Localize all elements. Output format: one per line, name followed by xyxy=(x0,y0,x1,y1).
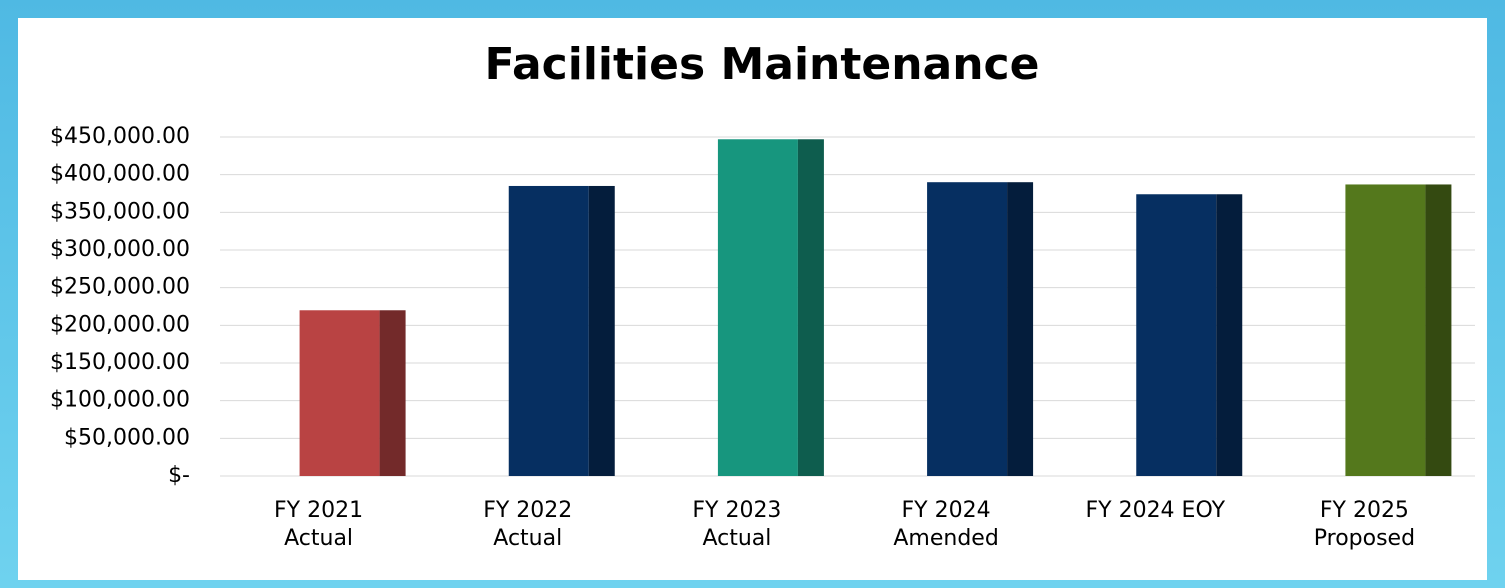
bar-side xyxy=(379,310,406,476)
bar-front xyxy=(927,182,1008,476)
x-tick-label: FY 2023 Actual xyxy=(692,498,782,551)
chart-title: Facilities Maintenance xyxy=(485,39,1040,90)
y-tick-label: $250,000.00 xyxy=(50,275,190,300)
x-tick-label: FY 2024 Amended xyxy=(893,498,999,551)
x-tick-label: FY 2022 Actual xyxy=(483,498,573,551)
x-tick-label: FY 2024 EOY xyxy=(1085,498,1226,523)
y-tick-label: $450,000.00 xyxy=(50,124,190,149)
bar-side xyxy=(1425,184,1452,476)
y-tick-label: $300,000.00 xyxy=(50,237,190,262)
bar xyxy=(508,185,615,476)
y-tick-label: $200,000.00 xyxy=(50,312,190,337)
y-tick-label: $100,000.00 xyxy=(50,388,190,413)
bar-front xyxy=(717,139,798,476)
y-tick-label: $50,000.00 xyxy=(64,425,190,450)
bar-front xyxy=(1136,194,1217,476)
y-tick-label: $350,000.00 xyxy=(50,199,190,224)
bar xyxy=(1136,194,1243,476)
y-tick-label: $400,000.00 xyxy=(50,162,190,187)
y-tick-label: $- xyxy=(168,463,190,488)
bar xyxy=(927,182,1034,476)
bar-side xyxy=(1216,194,1243,476)
bar-side xyxy=(588,185,615,476)
bar-front xyxy=(1345,184,1426,476)
bar-front xyxy=(299,310,380,476)
bar xyxy=(299,310,406,476)
bar-side xyxy=(797,139,824,476)
x-tick-label: FY 2025 Proposed xyxy=(1313,498,1416,551)
bar xyxy=(1345,184,1452,476)
bar xyxy=(717,139,824,476)
bar-side xyxy=(1007,182,1034,476)
x-tick-label: FY 2021 Actual xyxy=(274,498,364,551)
bar-front xyxy=(508,185,589,476)
y-tick-label: $150,000.00 xyxy=(50,350,190,375)
